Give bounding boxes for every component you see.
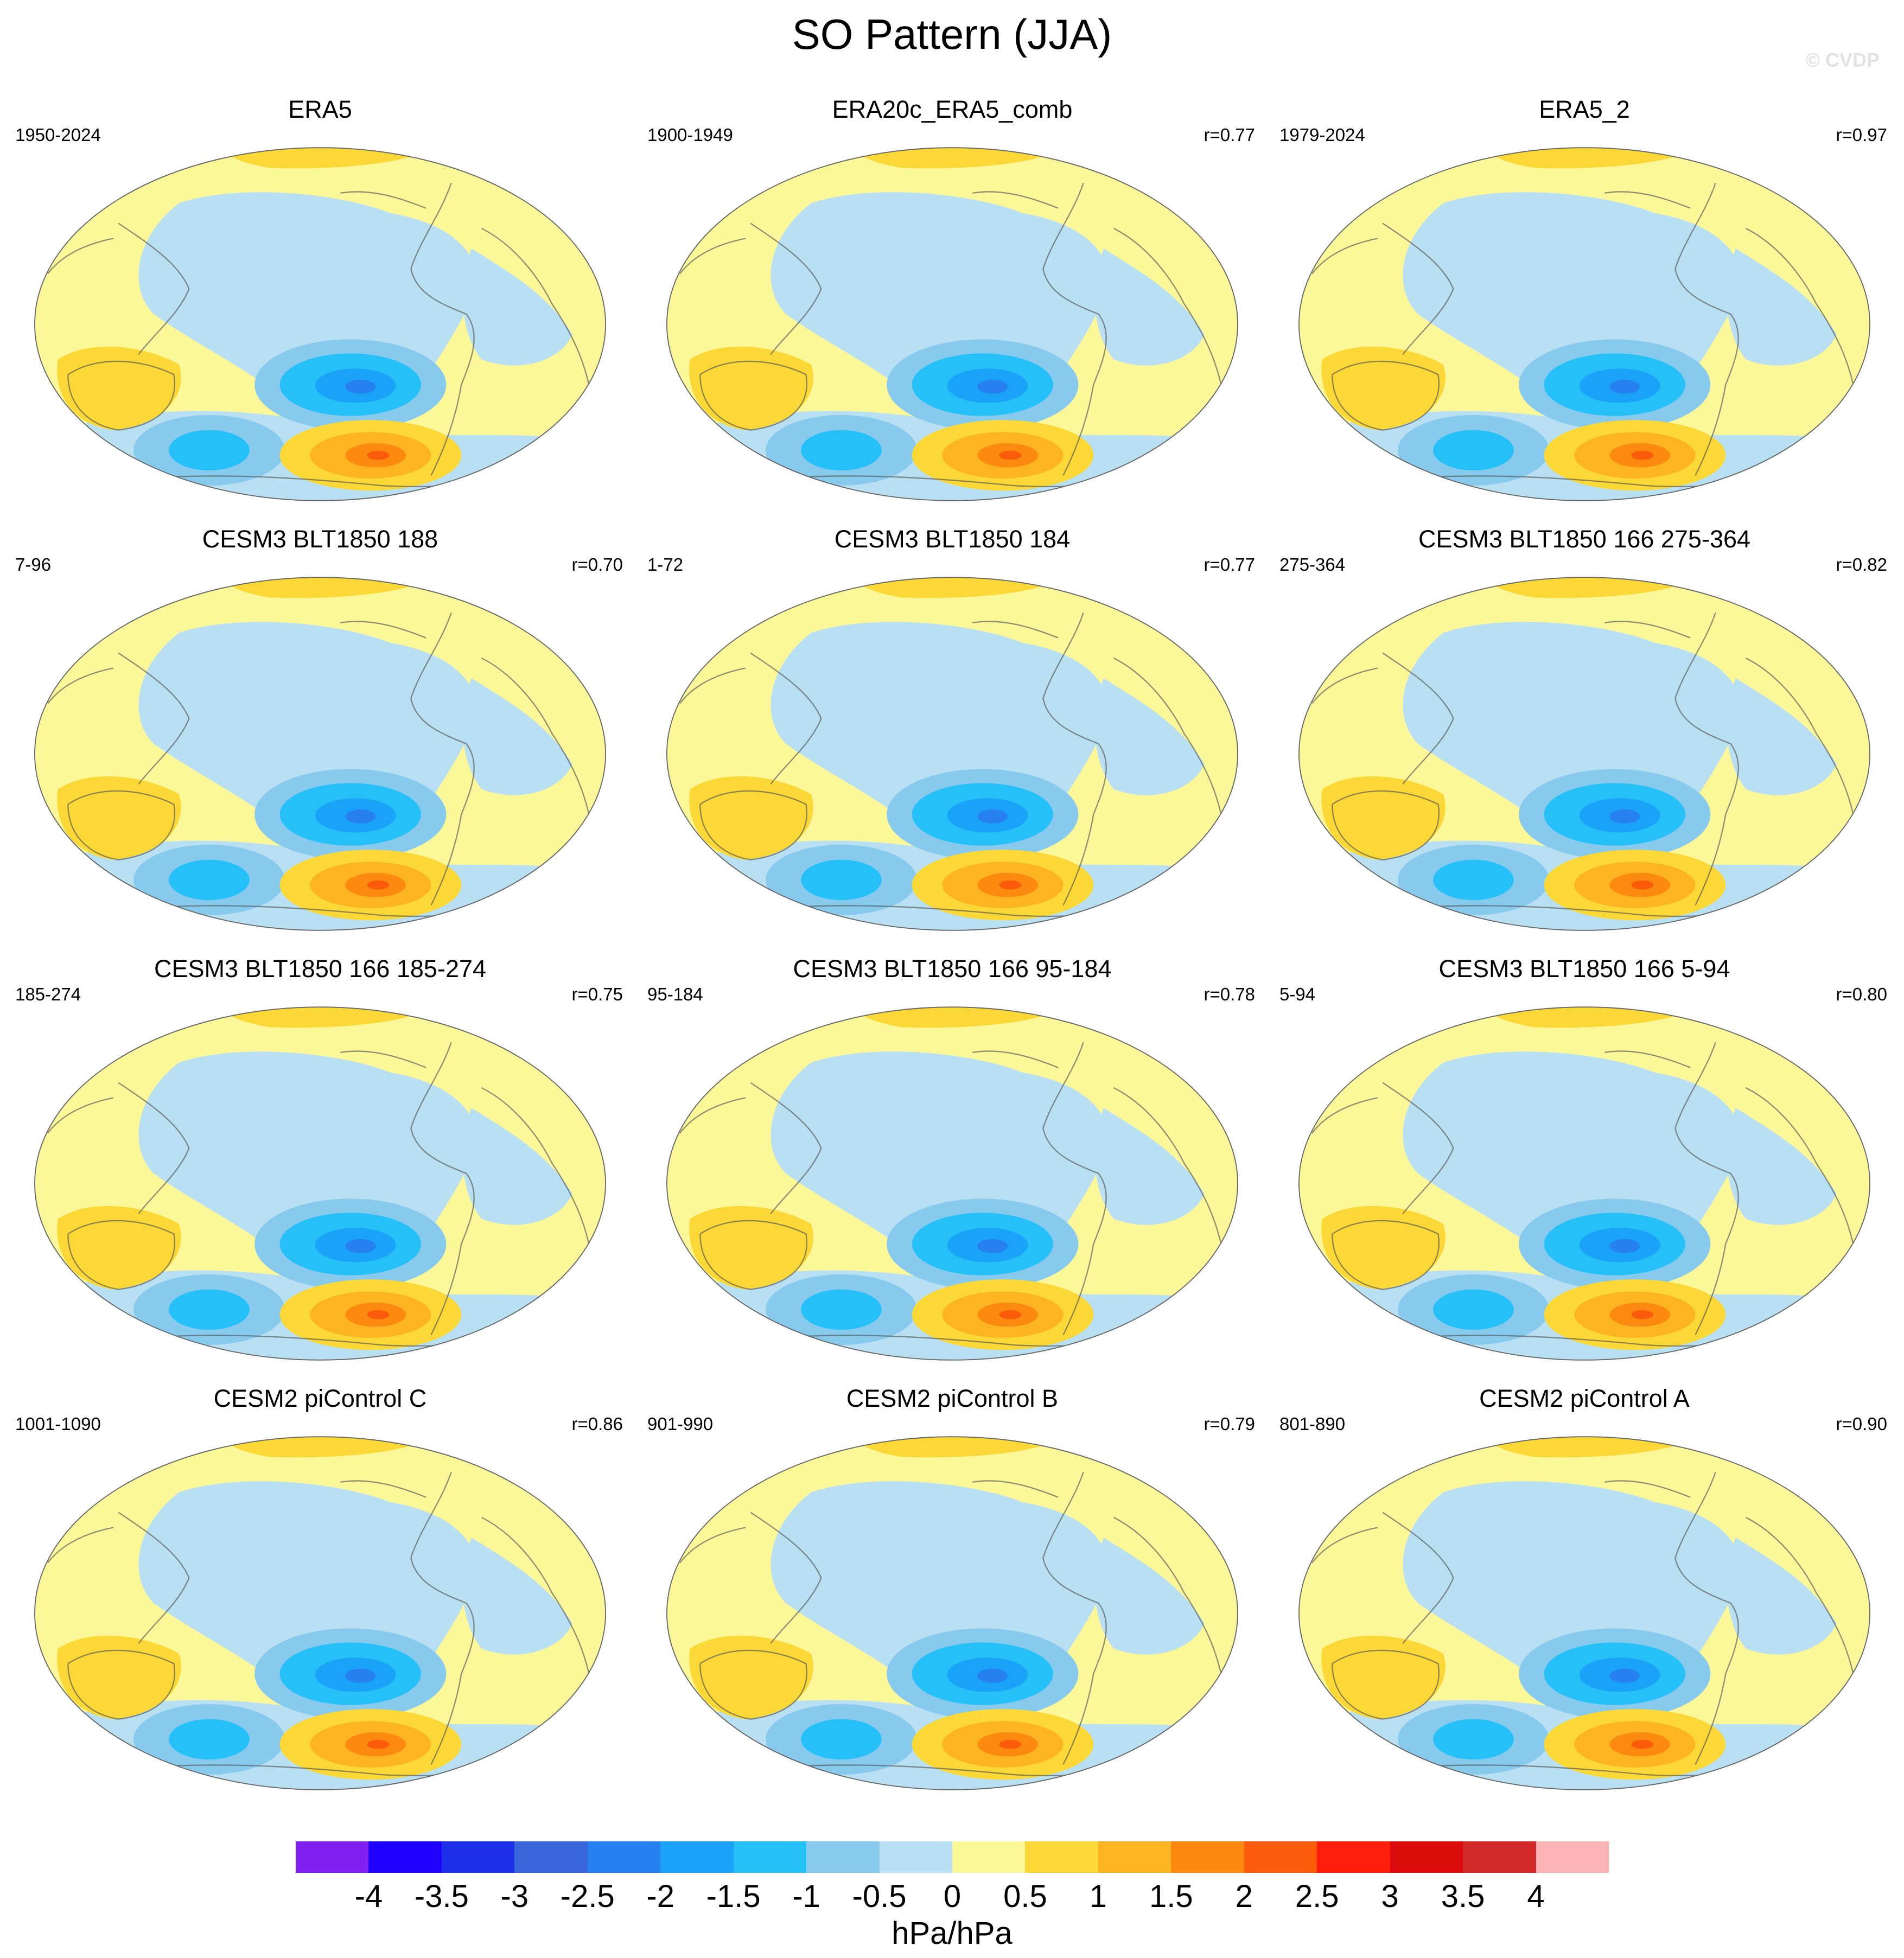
panel-correlation: r=0.90 <box>1836 1414 1888 1434</box>
colorbar-tick-label: -3 <box>500 1879 529 1914</box>
colorbar-swatch <box>1536 1841 1609 1873</box>
colorbar-swatch <box>952 1841 1026 1873</box>
so-pattern-map <box>1270 952 1899 1380</box>
panel-title: CESM3 BLT1850 166 185-274 <box>154 955 487 983</box>
panel-title: CESM3 BLT1850 188 <box>202 525 438 553</box>
colorbar-swatch <box>1098 1841 1171 1873</box>
map-panel: CESM3 BLT1850 166 5-94 5-94 r=0.80 <box>1270 952 1899 1380</box>
panel-period: 801-890 <box>1279 1414 1346 1434</box>
colorbar-swatch <box>806 1841 880 1873</box>
map-panel: CESM2 piControl B 901-990 r=0.79 <box>638 1381 1267 1810</box>
colorbar-swatch <box>1317 1841 1391 1873</box>
so-pattern-map <box>1270 92 1899 521</box>
colorbar-tick-label: -2 <box>646 1879 675 1914</box>
panel-period: 1001-1090 <box>15 1414 101 1434</box>
panel-title: ERA5_2 <box>1539 95 1630 123</box>
map-panel: CESM3 BLT1850 166 275-364 275-364 r=0.82 <box>1270 522 1899 951</box>
panel-title: CESM3 BLT1850 166 275-364 <box>1418 525 1751 553</box>
panel-period: 5-94 <box>1279 984 1316 1004</box>
panel-correlation: r=0.78 <box>1203 984 1256 1004</box>
colorbar-swatch <box>1463 1841 1537 1873</box>
panel-period: 901-990 <box>647 1414 714 1434</box>
colorbar-tick-label: 2.5 <box>1295 1879 1339 1914</box>
panel-title: CESM2 piControl C <box>213 1385 427 1412</box>
colorbar-swatch <box>1025 1841 1099 1873</box>
panel-correlation: r=0.82 <box>1836 554 1888 575</box>
colorbar-swatch <box>368 1841 442 1873</box>
colorbar-unit: hPa/hPa <box>891 1916 1013 1951</box>
panel-correlation: r=0.70 <box>571 554 623 575</box>
colorbar-swatch <box>733 1841 807 1873</box>
colorbar-tick-label: 4 <box>1527 1879 1545 1914</box>
panel-period: 185-274 <box>15 984 81 1004</box>
panel-correlation: r=0.97 <box>1836 125 1888 145</box>
colorbar-tick-label: 3.5 <box>1441 1879 1485 1914</box>
colorbar-swatch <box>660 1841 734 1873</box>
panel-period: 1-72 <box>647 554 684 575</box>
panel-period: 1900-1949 <box>647 125 733 145</box>
colorbar-tick-label: -0.5 <box>852 1879 907 1914</box>
panel-period: 1979-2024 <box>1279 125 1365 145</box>
map-panel: ERA20c_ERA5_comb 1900-1949 r=0.77 <box>638 92 1267 521</box>
so-pattern-map <box>638 1381 1267 1810</box>
map-panel: ERA5 1950-2024 <box>5 92 635 521</box>
panel-period: 1950-2024 <box>15 125 101 145</box>
colorbar-swatch <box>296 1841 369 1873</box>
panel-correlation: r=0.79 <box>1203 1414 1256 1434</box>
colorbar-tick-label: 1 <box>1089 1879 1107 1914</box>
colorbar-swatch <box>1171 1841 1245 1873</box>
colorbar-swatch <box>587 1841 661 1873</box>
panel-title: ERA20c_ERA5_comb <box>832 95 1073 123</box>
colorbar-tick-label: 0 <box>943 1879 961 1914</box>
panel-period: 7-96 <box>15 554 52 575</box>
panel-title: CESM3 BLT1850 184 <box>834 525 1071 553</box>
panel-correlation: r=0.77 <box>1203 554 1256 575</box>
map-panel: ERA5_2 1979-2024 r=0.97 <box>1270 92 1899 521</box>
colorbar <box>296 1841 1609 1873</box>
so-pattern-map <box>638 92 1267 521</box>
map-panel: CESM3 BLT1850 166 95-184 95-184 r=0.78 <box>638 952 1267 1380</box>
colorbar-tick-label: 1.5 <box>1149 1879 1193 1914</box>
panel-correlation: r=0.86 <box>571 1414 623 1434</box>
so-pattern-map <box>1270 522 1899 951</box>
colorbar-tick-label: -4 <box>354 1879 383 1914</box>
colorbar-swatch <box>1390 1841 1463 1873</box>
colorbar-tick-label: -1.5 <box>706 1879 761 1914</box>
panel-correlation: r=0.75 <box>571 984 623 1004</box>
so-pattern-map <box>5 952 635 1380</box>
map-panel: CESM3 BLT1850 184 1-72 r=0.77 <box>638 522 1267 951</box>
figure-title: SO Pattern (JJA) <box>792 10 1112 58</box>
cvdp-watermark: © CVDP <box>1805 49 1880 71</box>
colorbar-tick-label: 3 <box>1381 1879 1399 1914</box>
panel-title: CESM3 BLT1850 166 5-94 <box>1438 955 1730 983</box>
colorbar-swatch <box>879 1841 953 1873</box>
panel-title: CESM2 piControl B <box>846 1385 1059 1412</box>
panel-title: CESM2 piControl A <box>1479 1385 1690 1412</box>
so-pattern-map <box>5 1381 635 1810</box>
so-pattern-map <box>5 522 635 951</box>
colorbar-swatch <box>441 1841 515 1873</box>
so-pattern-map <box>1270 1381 1899 1810</box>
panel-correlation: r=0.80 <box>1836 984 1888 1004</box>
panel-title: ERA5 <box>288 95 352 123</box>
panel-correlation: r=0.77 <box>1203 125 1256 145</box>
map-panel: CESM2 piControl A 801-890 r=0.90 <box>1270 1381 1899 1810</box>
map-panel: CESM3 BLT1850 166 185-274 185-274 r=0.75 <box>5 952 635 1380</box>
so-pattern-map <box>638 522 1267 951</box>
colorbar-swatch <box>1244 1841 1317 1873</box>
panel-period: 95-184 <box>647 984 703 1004</box>
colorbar-swatch <box>514 1841 588 1873</box>
colorbar-tick-label: -2.5 <box>560 1879 615 1914</box>
colorbar-tick-label: 0.5 <box>1003 1879 1047 1914</box>
panel-period: 275-364 <box>1279 554 1346 575</box>
so-pattern-map <box>638 952 1267 1380</box>
so-pattern-map <box>5 92 635 521</box>
panel-title: CESM3 BLT1850 166 95-184 <box>793 955 1112 983</box>
map-panel: CESM3 BLT1850 188 7-96 r=0.70 <box>5 522 635 951</box>
map-panel: CESM2 piControl C 1001-1090 r=0.86 <box>5 1381 635 1810</box>
colorbar-tick-label: -1 <box>792 1879 820 1914</box>
colorbar-tick-label: -3.5 <box>414 1879 469 1914</box>
colorbar-tick-label: 2 <box>1235 1879 1253 1914</box>
